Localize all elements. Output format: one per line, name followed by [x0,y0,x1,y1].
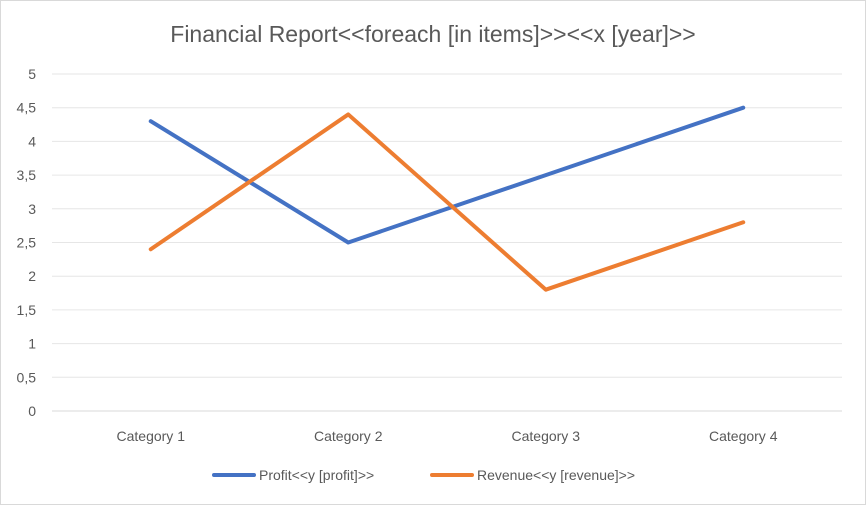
y-tick-label: 5 [28,66,36,82]
x-tick-label: Category 1 [117,428,186,444]
y-tick-label: 0 [28,403,36,419]
legend: Profit<<y [profit]>> Revenue<<y [revenue]… [212,467,635,483]
y-tick-label: 3 [28,201,36,217]
y-tick-label: 0,5 [17,369,37,385]
gridlines [52,73,842,412]
series-lines [148,105,746,292]
y-tick-label: 2,5 [17,235,37,251]
y-tick-label: 3,5 [17,167,37,183]
y-axis: 0 0,5 1 1,5 2 2,5 3 3,5 4 4,5 5 [17,66,37,419]
x-axis: Category 1 Category 2 Category 3 Category 4 [117,428,778,444]
series-line-2 [148,112,746,292]
legend-label: Revenue<<y [revenue]>> [477,467,635,483]
y-tick-label: 1 [28,336,36,352]
y-tick-label: 4,5 [17,100,37,116]
y-tick-label: 1,5 [17,302,37,318]
x-tick-label: Category 3 [512,428,581,444]
x-tick-label: Category 2 [314,428,383,444]
x-tick-label: Category 4 [709,428,778,444]
y-tick-label: 4 [28,133,36,149]
legend-label: Profit<<y [profit]>> [259,467,374,483]
chart-title: Financial Report<<foreach [in items]>><<… [170,21,695,47]
y-tick-label: 2 [28,268,36,284]
